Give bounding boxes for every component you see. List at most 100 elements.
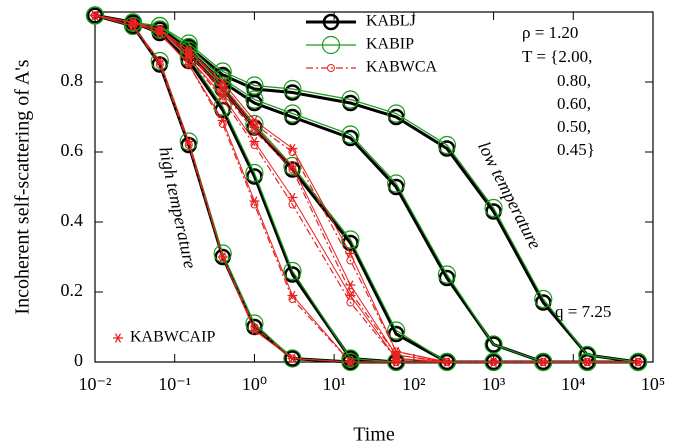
marker (341, 125, 360, 144)
marker (484, 198, 503, 218)
legend-marker (113, 333, 123, 343)
x-tick-label: 10⁴ (561, 374, 585, 394)
legend-label: KABIP (366, 36, 414, 53)
marker (179, 34, 198, 53)
marker (283, 261, 302, 281)
marker (179, 48, 198, 67)
marker (387, 325, 405, 343)
marker (284, 161, 301, 178)
x-tick-label: 10⁻¹ (158, 374, 191, 394)
x-tick-label: 10⁻² (79, 374, 112, 394)
marker (180, 136, 198, 154)
marker (245, 163, 264, 183)
marker (342, 129, 359, 147)
marker (287, 143, 298, 154)
marker (288, 200, 297, 209)
legend-entry: KABLJ (306, 13, 416, 31)
marker (213, 244, 232, 263)
marker (284, 108, 301, 126)
y-axis-label: Incoherent self-scattering of A's (12, 59, 34, 314)
marker (485, 203, 502, 220)
marker (214, 248, 231, 266)
x-tick-label: 10⁵ (641, 374, 665, 394)
x-tick-label: 10⁰ (242, 374, 267, 394)
marker (387, 174, 406, 193)
legend-label: KABWCAIP (130, 329, 215, 346)
legend-entry: KABWCAIP (113, 329, 215, 346)
marker (249, 325, 260, 336)
marker (438, 269, 456, 287)
marker (123, 13, 143, 32)
marker (484, 335, 503, 354)
marker (179, 132, 198, 151)
marker (345, 290, 356, 301)
marker (633, 357, 644, 367)
marker (345, 248, 356, 259)
marker (582, 357, 593, 367)
marker (535, 294, 552, 311)
annotation: 0.80, (557, 71, 591, 90)
line (94, 15, 639, 363)
legend-marker (327, 64, 335, 72)
marker (154, 56, 165, 66)
marker (85, 6, 105, 25)
marker (154, 24, 165, 35)
marker (217, 115, 228, 126)
marker (488, 357, 499, 367)
annotation: 0.60, (557, 94, 591, 113)
marker (441, 357, 452, 367)
marker (387, 104, 406, 123)
annotation: 0.50, (557, 117, 591, 136)
marker (128, 17, 139, 28)
marker (183, 45, 194, 56)
marker (249, 196, 260, 206)
marker (534, 289, 553, 309)
marker (245, 76, 264, 95)
series-curve (90, 10, 644, 367)
legend-entry: KABIP (306, 35, 414, 55)
x-tick-label: 10³ (482, 374, 506, 394)
marker (246, 80, 263, 98)
y-tick-label: 0.6 (61, 140, 84, 160)
annotation: ρ = 1.20 (522, 23, 578, 42)
marker (485, 336, 502, 353)
legend-marker (322, 13, 340, 31)
marker (345, 280, 356, 290)
marker (437, 265, 457, 284)
marker (245, 314, 264, 333)
x-tick-label: 10² (402, 374, 425, 394)
line (94, 14, 639, 363)
marker (183, 136, 194, 147)
marker (284, 84, 301, 101)
marker (538, 357, 549, 367)
marker (341, 349, 360, 368)
y-tick-label: 0.8 (61, 70, 84, 90)
marker (391, 346, 402, 357)
marker (283, 79, 302, 99)
marker (287, 161, 298, 171)
marker (437, 135, 457, 155)
y-tick-label: 0 (74, 350, 83, 370)
marker (341, 90, 360, 109)
annotation: 0.45} (557, 140, 595, 159)
legend-marker (321, 35, 341, 55)
marker (287, 192, 298, 203)
annotation: q = 7.25 (555, 302, 611, 321)
marker (578, 345, 597, 365)
marker (387, 108, 405, 126)
marker (342, 94, 359, 112)
legend-entry: KABWCA (306, 59, 438, 76)
marker (283, 156, 302, 176)
legend-label: KABWCA (366, 59, 438, 76)
y-tick-label: 0.2 (61, 280, 84, 300)
marker (387, 321, 406, 340)
marker (151, 56, 169, 73)
marker (245, 114, 264, 134)
marker (217, 77, 228, 87)
marker (245, 90, 264, 109)
marker (90, 10, 100, 21)
marker (283, 104, 302, 123)
marker (150, 51, 169, 71)
